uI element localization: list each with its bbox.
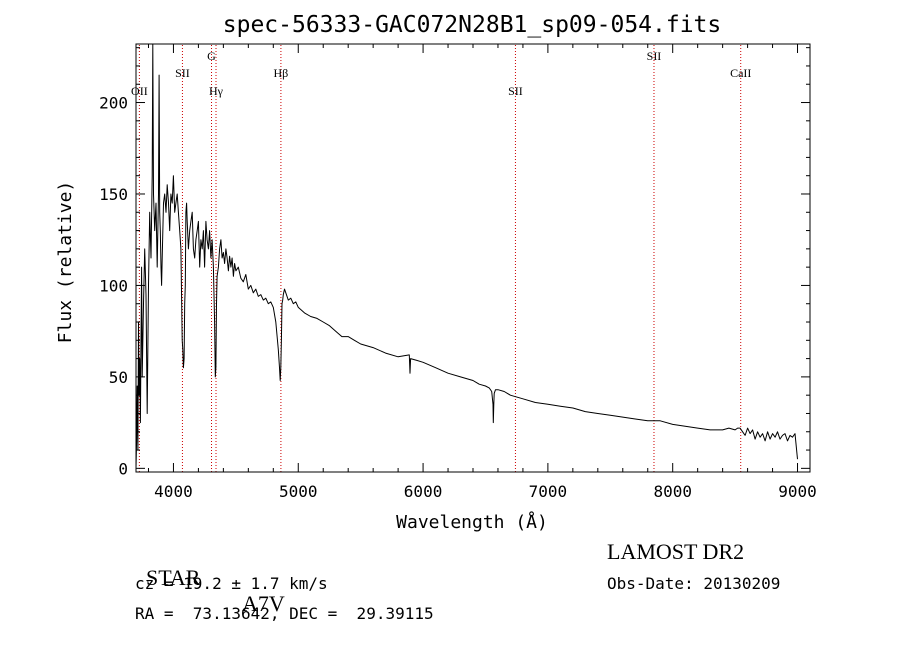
redshift-text: cz = 19.2 ± 1.7 km/s [135, 574, 328, 593]
x-tick-label-3: 7000 [529, 482, 568, 501]
x-tick-label-2: 6000 [404, 482, 443, 501]
y-tick-label-0: 0 [118, 459, 128, 478]
line-label-2: G [207, 49, 216, 63]
y-tick-label-4: 200 [99, 94, 128, 113]
line-label-0: OII [131, 84, 148, 98]
x-tick-label-1: 5000 [279, 482, 318, 501]
obs-date-text: Obs-Date: 20130209 [607, 574, 781, 593]
line-label-3: Hγ [209, 84, 224, 98]
line-label-4: Hβ [274, 66, 289, 80]
x-tick-label-5: 9000 [778, 482, 817, 501]
line-label-5: SII [508, 84, 523, 98]
x-axis-label: Wavelength (Å) [396, 511, 548, 533]
object-subclass: A7V [242, 591, 285, 616]
line-label-6: SII [647, 49, 662, 63]
spectral-line-markers: OII SII G Hγ Hβ SII SII CaII [131, 44, 751, 472]
y-axis-label: Flux (relative) [55, 181, 76, 344]
plot-frame [135, 43, 811, 473]
series-0-line [135, 43, 798, 469]
x-tick-label-0: 4000 [154, 482, 193, 501]
coordinates-text: RA = 73.13642, DEC = 29.39115 [135, 604, 434, 623]
y-tick-label-3: 150 [99, 185, 128, 204]
y-tick-label-1: 50 [109, 368, 128, 387]
line-label-1: SII [175, 66, 190, 80]
y-tick-label-2: 100 [99, 276, 128, 295]
object-class: STAR [146, 565, 201, 590]
line-label-7: CaII [730, 66, 751, 80]
survey-label: LAMOST DR2 [607, 539, 745, 564]
chart-title: spec-56333-GAC072N28B1_sp09-054.fits [223, 12, 722, 38]
spectrum-series [135, 43, 798, 469]
x-tick-label-4: 8000 [653, 482, 692, 501]
axis-ticks: 4000 5000 6000 7000 8000 9000 0 50 100 150 200 [99, 44, 817, 501]
